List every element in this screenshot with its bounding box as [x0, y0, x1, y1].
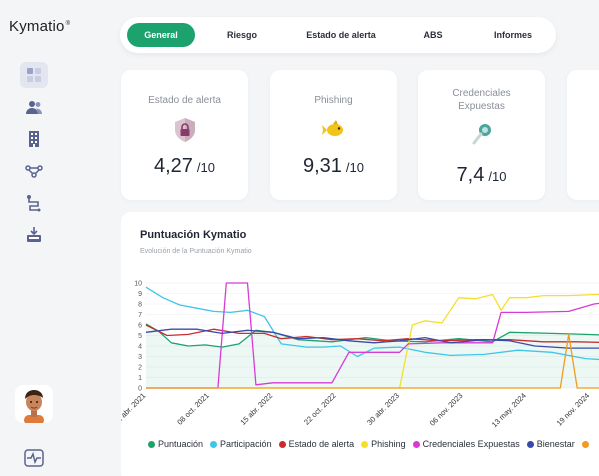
sidebar-item-organization[interactable]	[20, 126, 48, 152]
legend-label: Credenciales Expuestas	[422, 439, 520, 449]
kpi-card-phishing[interactable]: Phishing 9,31/10	[270, 70, 397, 200]
y-tick-label: 2	[138, 365, 142, 372]
avatar[interactable]	[15, 385, 53, 423]
legend-label: Puntuación	[158, 439, 204, 449]
x-tick-label: 08 oct. 2021	[175, 391, 211, 427]
kpi-title: Phishing	[314, 95, 353, 106]
dashboard-icon	[27, 68, 41, 82]
legend-label: Participación	[220, 439, 272, 449]
series-line[interactable]	[145, 328, 599, 350]
section-tabs: General Riesgo Estado de alerta ABS Info…	[120, 17, 556, 53]
series-line[interactable]	[145, 324, 599, 343]
legend-dot	[412, 440, 420, 448]
kpi-card-credenciales-expuestas[interactable]: Credenciales Expuestas 7,4/10	[418, 70, 545, 200]
legend-label: Phishing	[371, 439, 406, 449]
kpi-title: Credenciales Expuestas	[452, 88, 511, 112]
series-line[interactable]	[146, 293, 599, 389]
x-tick-label: 1 abr. 2021	[121, 391, 147, 424]
legend-item[interactable]: Credenciales Expuestas	[412, 439, 520, 449]
tab-informes[interactable]: Informes	[493, 30, 532, 40]
y-tick-label: 10	[134, 281, 142, 288]
chart-legend: Puntuación Participación Estado de alerta P…	[148, 439, 592, 449]
legend-dot	[210, 440, 218, 448]
y-tick-label: 4	[138, 344, 142, 351]
brand-logo[interactable]: Kymatio®	[9, 18, 70, 35]
series-line[interactable]	[145, 286, 599, 361]
x-tick-label: 06 nov. 2023	[428, 391, 465, 428]
x-tick-label: 13 may. 2024	[490, 391, 528, 429]
tab-estado-de-alerta[interactable]: Estado de alerta	[306, 30, 376, 40]
legend-item[interactable]: Participación	[210, 439, 272, 449]
sidebar: Kymatio®	[0, 0, 70, 476]
user-avatar-icon	[24, 390, 44, 423]
kpi-title: Estado de alerta	[148, 95, 221, 106]
legend-item[interactable]: Phishing	[361, 439, 406, 449]
series-line[interactable]	[146, 333, 599, 389]
legend-item[interactable]	[581, 439, 592, 449]
y-tick-label: 7	[138, 312, 142, 319]
y-tick-label: 9	[138, 291, 142, 298]
x-tick-label: 15 abr. 2022	[238, 391, 274, 427]
y-tick-label: 1	[138, 375, 142, 382]
brand-name: Kymatio	[9, 18, 65, 35]
kpi-card-estado-de-alerta[interactable]: Estado de alerta 4,27/10	[121, 70, 248, 200]
legend-dot	[361, 440, 369, 448]
chart-subtitle: Evolución de la Puntuación Kymatio	[140, 248, 252, 255]
y-tick-label: 6	[138, 323, 142, 330]
key-icon	[472, 124, 491, 145]
y-tick-label: 0	[138, 386, 142, 393]
fish-icon	[321, 120, 343, 136]
y-tick-label: 8	[138, 302, 142, 309]
kymatio-score-chart-card: Puntuación Kymatio Evolución de la Puntu…	[121, 212, 599, 476]
legend-item[interactable]: Puntuación	[148, 439, 203, 449]
kpi-value: 9,31/10	[302, 155, 364, 177]
y-tick-label: 3	[138, 354, 142, 361]
legend-item[interactable]: Estado de alerta	[278, 439, 355, 449]
pipeline-icon	[27, 195, 41, 212]
series-line[interactable]	[146, 282, 599, 389]
y-tick-label: 5	[138, 333, 142, 340]
series-area	[146, 324, 599, 388]
brand-mark: ®	[65, 21, 71, 27]
kpi-value: 4,27/10	[153, 155, 215, 177]
legend-dot	[526, 440, 534, 448]
building-icon	[29, 131, 39, 147]
sidebar-item-dashboard[interactable]	[20, 62, 48, 88]
legend-item[interactable]: Bienestar	[526, 439, 575, 449]
users-icon	[26, 101, 42, 114]
sidebar-item-pipeline[interactable]	[20, 190, 48, 216]
series-line[interactable]	[145, 323, 599, 348]
legend-dot	[581, 440, 589, 448]
tab-riesgo[interactable]: Riesgo	[226, 30, 257, 40]
legend-dot	[148, 440, 155, 448]
kpi-value: 7,4/10	[456, 164, 507, 186]
x-tick-label: 19 nov. 2024	[555, 391, 592, 428]
legend-label: Bienestar	[536, 439, 575, 449]
tab-abs[interactable]: ABS	[423, 30, 443, 40]
inbox-download-icon	[27, 227, 41, 242]
kpi-card-partial[interactable]	[567, 70, 599, 200]
workflow-icon	[25, 165, 43, 178]
x-tick-label: 22 oct. 2022	[302, 391, 338, 427]
x-tick-label: 30 abr. 2023	[365, 391, 401, 427]
activity-icon[interactable]	[24, 449, 44, 467]
line-chart[interactable]: 0 1 2 3 4 5 6 7 8 9 10 1 abr. 2021 08 oct. 2021 15 ab…	[121, 212, 599, 476]
chart-title: Puntuación Kymatio	[140, 229, 247, 241]
legend-dot	[278, 440, 286, 448]
lock-shield-icon	[174, 118, 195, 142]
legend-label: Estado de alerta	[288, 439, 355, 449]
sidebar-item-users[interactable]	[20, 94, 48, 120]
sidebar-item-workflow[interactable]	[20, 158, 48, 184]
tab-general[interactable]: General	[127, 23, 195, 47]
sidebar-item-inbox[interactable]	[20, 222, 48, 248]
